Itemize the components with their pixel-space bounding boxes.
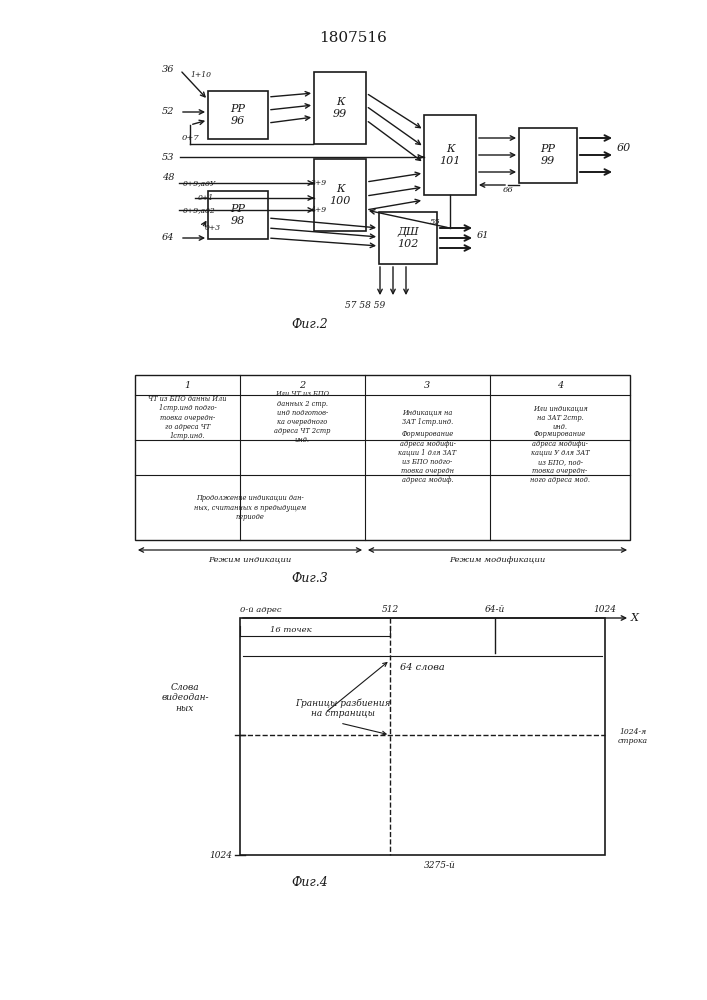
Bar (208, 91, 268, 139)
Text: 1024: 1024 (209, 850, 232, 859)
Text: 55: 55 (430, 218, 440, 226)
Text: 4+9: 4+9 (310, 206, 326, 214)
Text: 16 точек: 16 точек (270, 626, 312, 634)
Text: X: X (631, 613, 639, 623)
Text: 1+10: 1+10 (190, 71, 211, 79)
Text: Границы разбиения
на страницы: Границы разбиения на страницы (295, 698, 390, 718)
Bar (379, 212, 437, 264)
Text: 0+9,адУ: 0+9,адУ (183, 179, 216, 187)
Bar (314, 159, 366, 231)
Bar (208, 191, 268, 239)
Text: 4: 4 (557, 380, 563, 389)
Text: Или индикация
на ЗАТ 2стр.
инд.: Или индикация на ЗАТ 2стр. инд. (532, 404, 588, 431)
Text: РР
98: РР 98 (230, 204, 245, 226)
Text: 53: 53 (162, 152, 175, 161)
Text: 1807516: 1807516 (319, 31, 387, 45)
Text: Слова
видеодан-
ных: Слова видеодан- ных (161, 683, 209, 713)
Text: 1024-я
строка: 1024-я строка (618, 728, 648, 745)
Text: 66: 66 (503, 186, 514, 194)
Text: ЧТ из БПО данны Или
1стр.инд подго-
товка очередн-
го адреса ЧТ
1стр.инд.: ЧТ из БПО данны Или 1стр.инд подго- товк… (148, 395, 227, 440)
Text: 1: 1 (185, 380, 191, 389)
Text: Фиг.2: Фиг.2 (291, 318, 328, 332)
Text: 64: 64 (162, 233, 175, 242)
Bar (519, 127, 577, 182)
Text: 2: 2 (299, 380, 305, 389)
Text: 3: 3 (424, 380, 431, 389)
Text: 512: 512 (381, 605, 399, 614)
Text: Фиг.3: Фиг.3 (291, 572, 328, 584)
Text: 0+3: 0+3 (205, 224, 221, 232)
Text: РР
99: РР 99 (540, 144, 556, 166)
Text: 0+9,ад2: 0+9,ад2 (183, 206, 216, 214)
Text: 61: 61 (477, 232, 489, 240)
Text: 0+1: 0+1 (198, 194, 214, 202)
Text: К
100: К 100 (329, 184, 351, 206)
Text: Формирование
адреса модифи-
кации 1 для ЗАТ
из БПО подго-
товка очередн
адреса м: Формирование адреса модифи- кации 1 для … (399, 430, 457, 485)
Text: ДШ
102: ДШ 102 (397, 227, 419, 249)
Text: К
101: К 101 (439, 144, 461, 166)
Bar (240, 618, 605, 855)
Text: Фиг.4: Фиг.4 (291, 876, 328, 888)
Text: 2+9: 2+9 (310, 179, 326, 187)
Text: 1024: 1024 (593, 605, 617, 614)
Bar (135, 375, 630, 540)
Text: 57 58 59: 57 58 59 (345, 300, 385, 310)
Text: 36: 36 (162, 66, 175, 75)
Text: Режим модификации: Режим модификации (450, 556, 546, 564)
Text: 48: 48 (162, 174, 175, 182)
Text: Или ЧТ из БПО
данных 2 стр.
инд подготов-
ка очередного
адреса ЧТ 2стр
инд.: Или ЧТ из БПО данных 2 стр. инд подготов… (274, 390, 331, 444)
Text: Индикация на
ЗАТ 1стр.инд.: Индикация на ЗАТ 1стр.инд. (402, 409, 453, 426)
Text: Режим индикации: Режим индикации (209, 556, 291, 564)
Text: 0+7: 0+7 (182, 134, 200, 142)
Text: РР
96: РР 96 (230, 104, 245, 126)
Text: Продолжение индикации дан-
ных, считанных в предыдущем
периоде: Продолжение индикации дан- ных, считанны… (194, 494, 306, 521)
Text: К
99: К 99 (333, 97, 347, 119)
Text: 60: 60 (617, 143, 631, 153)
Bar (314, 72, 366, 144)
Text: 3275-й: 3275-й (424, 860, 456, 869)
Bar (424, 115, 476, 195)
Text: Формирование
адреса модифи-
кации У для ЗАТ
из БПО, под-
товка очередн-
ного адр: Формирование адреса модифи- кации У для … (530, 430, 590, 485)
Text: 52: 52 (162, 107, 175, 116)
Text: 64 слова: 64 слова (400, 664, 445, 672)
Text: 0-й адрес: 0-й адрес (240, 606, 281, 614)
Text: 64-й: 64-й (485, 605, 505, 614)
